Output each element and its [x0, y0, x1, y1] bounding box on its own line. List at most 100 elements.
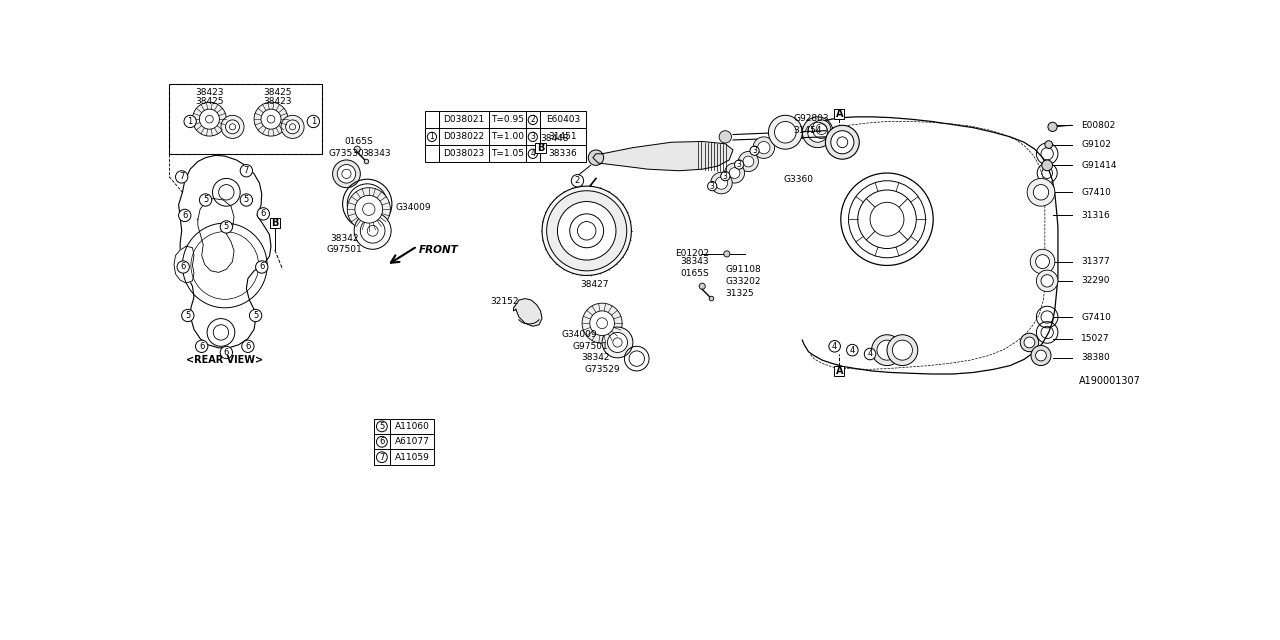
- Text: G91414: G91414: [1082, 161, 1116, 170]
- Circle shape: [735, 160, 744, 169]
- Text: 6: 6: [182, 211, 187, 220]
- Text: A190001307: A190001307: [1079, 376, 1140, 386]
- Text: 31454: 31454: [794, 126, 822, 135]
- Circle shape: [268, 115, 275, 123]
- Circle shape: [257, 208, 270, 220]
- Text: E01202: E01202: [676, 250, 709, 259]
- Circle shape: [608, 332, 627, 353]
- Circle shape: [590, 311, 614, 335]
- Circle shape: [892, 340, 913, 360]
- Circle shape: [244, 198, 248, 202]
- Bar: [540, 145, 586, 163]
- Text: 3: 3: [710, 182, 714, 191]
- Text: 6: 6: [379, 437, 384, 446]
- Circle shape: [200, 109, 219, 129]
- Text: 1: 1: [430, 132, 434, 141]
- Bar: [425, 111, 439, 129]
- Circle shape: [1037, 270, 1059, 292]
- Circle shape: [183, 214, 187, 217]
- Text: 4: 4: [530, 149, 535, 158]
- Text: 38343: 38343: [681, 257, 709, 266]
- Circle shape: [1042, 160, 1052, 171]
- Text: G97501: G97501: [326, 244, 362, 254]
- Circle shape: [808, 122, 828, 142]
- Text: 38423: 38423: [196, 88, 224, 97]
- Bar: [169, 84, 321, 154]
- Text: 1: 1: [188, 117, 193, 126]
- Circle shape: [829, 340, 841, 352]
- Text: 7: 7: [379, 452, 384, 461]
- Circle shape: [192, 102, 227, 136]
- Circle shape: [846, 344, 858, 356]
- Text: D038021: D038021: [443, 115, 485, 124]
- Circle shape: [570, 214, 604, 248]
- Polygon shape: [593, 141, 733, 171]
- Circle shape: [699, 283, 705, 289]
- Bar: [489, 111, 526, 129]
- Bar: [389, 419, 434, 434]
- Text: G3360: G3360: [783, 175, 813, 184]
- Circle shape: [742, 156, 754, 167]
- Text: 6: 6: [224, 348, 229, 357]
- Circle shape: [376, 421, 388, 432]
- Text: 6: 6: [259, 262, 265, 271]
- Circle shape: [220, 221, 233, 233]
- Text: 5: 5: [204, 195, 209, 205]
- Circle shape: [355, 195, 383, 223]
- Text: 5: 5: [253, 311, 259, 320]
- Polygon shape: [179, 156, 271, 348]
- Text: 0165S: 0165S: [681, 269, 709, 278]
- Text: 5: 5: [224, 223, 229, 232]
- Text: 4: 4: [850, 346, 855, 355]
- Circle shape: [582, 191, 589, 197]
- Circle shape: [225, 225, 228, 228]
- Text: 6: 6: [261, 209, 266, 218]
- Bar: [535, 143, 545, 153]
- Text: 5: 5: [379, 422, 384, 431]
- Text: A11059: A11059: [394, 452, 429, 461]
- Text: 38342: 38342: [330, 234, 358, 243]
- Text: 38423: 38423: [264, 97, 292, 106]
- Circle shape: [1036, 350, 1046, 361]
- Circle shape: [182, 266, 184, 269]
- Bar: [540, 111, 586, 129]
- Bar: [389, 434, 434, 449]
- Circle shape: [613, 338, 622, 347]
- Text: 38380: 38380: [1082, 353, 1110, 362]
- Bar: [270, 218, 280, 228]
- Text: 2: 2: [530, 115, 535, 124]
- Text: D038022: D038022: [443, 132, 484, 141]
- Text: B: B: [271, 218, 279, 228]
- Bar: [526, 145, 540, 163]
- Text: FRONT: FRONT: [419, 245, 458, 255]
- Circle shape: [541, 186, 631, 275]
- Text: D038023: D038023: [443, 149, 485, 158]
- Circle shape: [1030, 346, 1051, 365]
- Text: G7410: G7410: [1082, 188, 1111, 196]
- Circle shape: [261, 109, 282, 129]
- Text: 3: 3: [753, 146, 756, 156]
- Circle shape: [582, 303, 622, 343]
- Circle shape: [246, 345, 250, 348]
- Circle shape: [342, 169, 351, 179]
- Circle shape: [347, 188, 390, 231]
- Text: 38427: 38427: [580, 280, 609, 289]
- Circle shape: [355, 146, 361, 152]
- Text: 4: 4: [868, 349, 873, 358]
- Circle shape: [547, 191, 627, 271]
- Circle shape: [826, 125, 859, 159]
- Circle shape: [602, 327, 632, 358]
- Circle shape: [244, 169, 248, 172]
- Circle shape: [376, 436, 388, 447]
- Circle shape: [709, 296, 714, 301]
- Polygon shape: [174, 246, 195, 283]
- Circle shape: [558, 202, 616, 260]
- Circle shape: [307, 115, 320, 127]
- Circle shape: [250, 309, 262, 322]
- Text: 4: 4: [832, 342, 837, 351]
- Circle shape: [716, 177, 727, 189]
- Circle shape: [1048, 122, 1057, 131]
- Text: 15027: 15027: [1082, 334, 1110, 343]
- Text: 38425: 38425: [264, 88, 292, 97]
- Bar: [526, 111, 540, 129]
